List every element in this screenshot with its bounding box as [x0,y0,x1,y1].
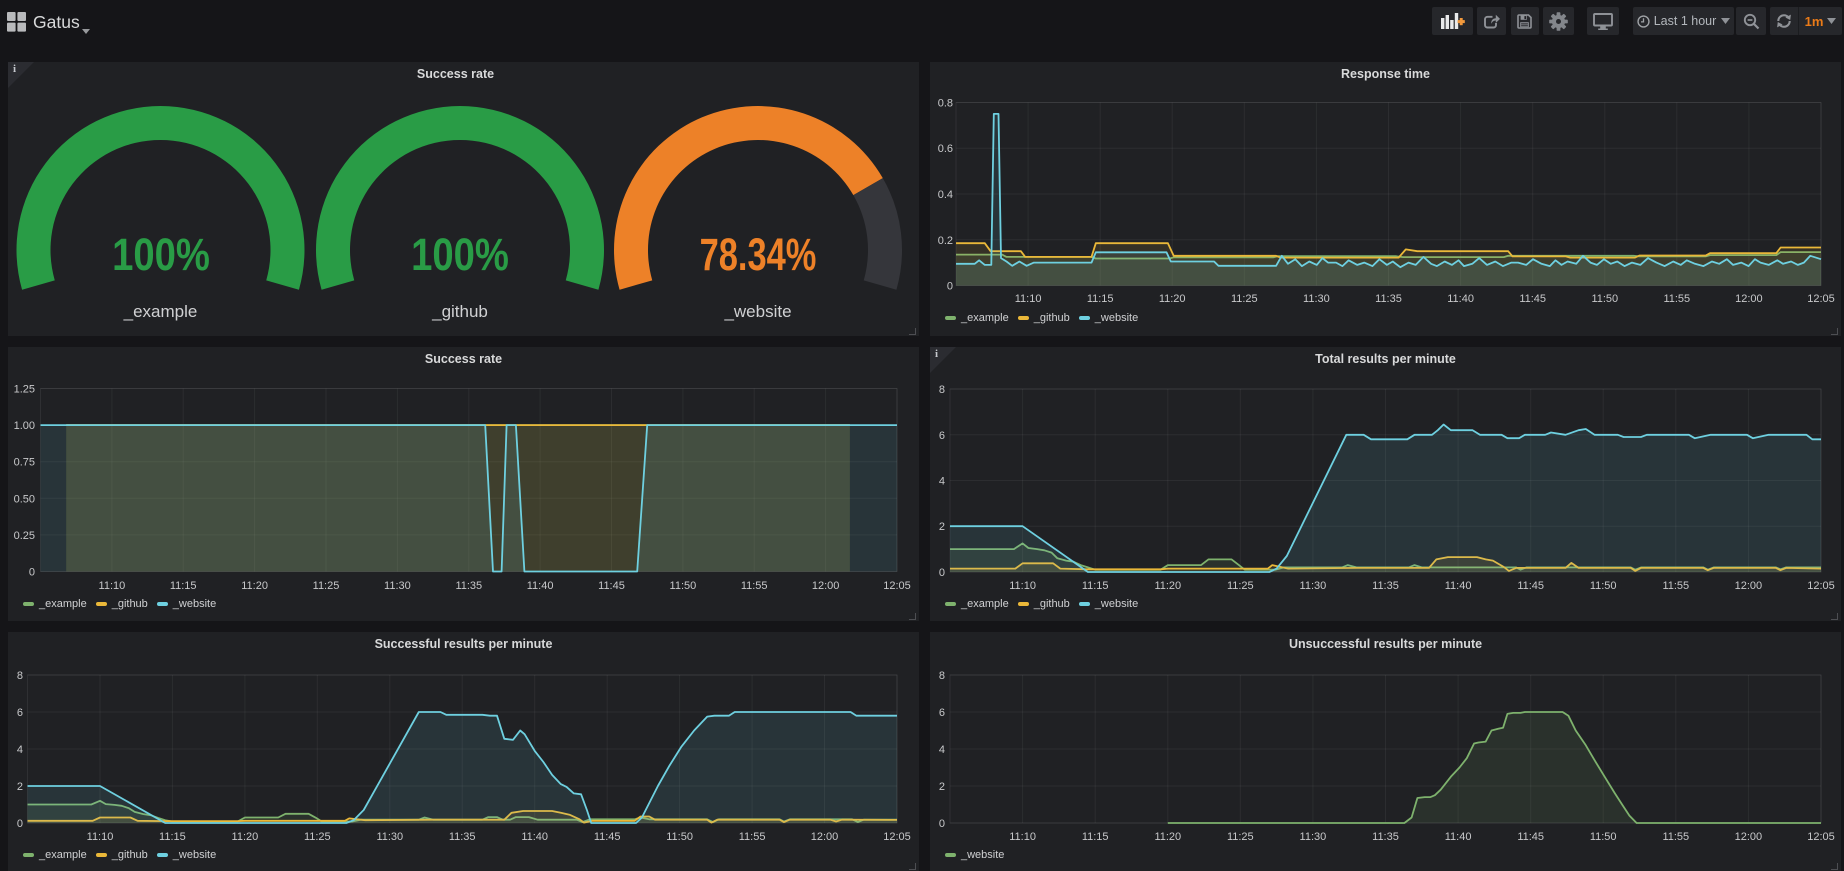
svg-text:12:00: 12:00 [1735,293,1763,305]
svg-text:11:10: 11:10 [1015,293,1042,305]
svg-text:11:30: 11:30 [1303,293,1330,305]
svg-text:11:50: 11:50 [1591,293,1618,305]
svg-text:11:55: 11:55 [741,580,768,592]
svg-text:12:05: 12:05 [883,580,911,592]
svg-text:11:20: 11:20 [1154,580,1181,592]
svg-text:11:55: 11:55 [1662,580,1689,592]
svg-text:11:40: 11:40 [521,831,548,843]
svg-text:11:35: 11:35 [1372,580,1399,592]
svg-text:11:30: 11:30 [1300,580,1327,592]
svg-text:11:10: 11:10 [1009,831,1036,843]
svg-text:11:10: 11:10 [87,831,114,843]
svg-text:11:20: 11:20 [241,580,268,592]
svg-text:11:25: 11:25 [1227,580,1254,592]
svg-text:11:15: 11:15 [1082,831,1109,843]
svg-text:11:25: 11:25 [1227,831,1254,843]
svg-text:11:20: 11:20 [1154,831,1181,843]
svg-text:11:45: 11:45 [598,580,625,592]
svg-text:12:05: 12:05 [1807,293,1835,305]
svg-text:11:10: 11:10 [1009,580,1036,592]
svg-text:0: 0 [17,818,23,830]
svg-text:11:35: 11:35 [1375,293,1402,305]
svg-text:0: 0 [939,818,945,830]
svg-text:12:05: 12:05 [1807,580,1835,592]
svg-text:4: 4 [939,476,945,488]
svg-text:0: 0 [947,281,953,293]
svg-text:11:20: 11:20 [1159,293,1186,305]
svg-text:12:05: 12:05 [1807,831,1835,843]
svg-text:12:00: 12:00 [1735,580,1763,592]
svg-text:11:50: 11:50 [1590,831,1617,843]
svg-text:11:15: 11:15 [1082,580,1109,592]
svg-text:11:40: 11:40 [1445,580,1472,592]
svg-text:11:35: 11:35 [1372,831,1399,843]
svg-text:11:30: 11:30 [376,831,403,843]
svg-text:11:30: 11:30 [1300,831,1327,843]
svg-text:8: 8 [17,670,23,682]
svg-text:11:20: 11:20 [232,831,259,843]
svg-text:11:50: 11:50 [666,831,693,843]
svg-text:11:55: 11:55 [1662,831,1689,843]
svg-text:12:05: 12:05 [883,831,911,843]
svg-text:11:45: 11:45 [1517,831,1544,843]
svg-text:11:15: 11:15 [170,580,197,592]
svg-text:11:35: 11:35 [449,831,476,843]
svg-text:11:50: 11:50 [670,580,697,592]
svg-text:11:25: 11:25 [1231,293,1258,305]
svg-text:6: 6 [17,707,23,719]
svg-text:11:50: 11:50 [1590,580,1617,592]
svg-text:6: 6 [939,430,945,442]
svg-text:0.4: 0.4 [938,189,953,201]
svg-text:11:45: 11:45 [594,831,621,843]
svg-text:11:35: 11:35 [455,580,482,592]
svg-text:0: 0 [939,567,945,579]
svg-text:11:25: 11:25 [304,831,331,843]
svg-text:2: 2 [939,521,945,533]
svg-text:12:00: 12:00 [1735,831,1763,843]
svg-text:6: 6 [939,707,945,719]
svg-text:0.25: 0.25 [14,530,35,542]
svg-text:2: 2 [17,781,23,793]
svg-text:0.50: 0.50 [14,493,35,505]
svg-text:2: 2 [939,781,945,793]
svg-text:11:25: 11:25 [313,580,340,592]
svg-text:11:40: 11:40 [1445,831,1472,843]
svg-text:11:15: 11:15 [159,831,186,843]
svg-text:8: 8 [939,384,945,396]
svg-text:11:30: 11:30 [384,580,411,592]
svg-text:4: 4 [17,744,23,756]
svg-text:11:45: 11:45 [1519,293,1546,305]
svg-text:0: 0 [29,567,35,579]
svg-text:0.6: 0.6 [938,143,953,155]
svg-text:11:40: 11:40 [527,580,554,592]
svg-text:1.00: 1.00 [14,420,35,432]
svg-text:11:15: 11:15 [1087,293,1114,305]
svg-text:4: 4 [939,744,945,756]
svg-text:11:45: 11:45 [1517,580,1544,592]
svg-text:12:00: 12:00 [811,831,839,843]
svg-text:0.75: 0.75 [14,457,35,469]
svg-text:11:55: 11:55 [1663,293,1690,305]
svg-text:0.2: 0.2 [938,235,953,247]
svg-text:1.25: 1.25 [14,384,35,396]
svg-text:11:40: 11:40 [1447,293,1474,305]
svg-text:12:00: 12:00 [812,580,840,592]
svg-text:11:55: 11:55 [739,831,766,843]
svg-text:8: 8 [939,670,945,682]
svg-text:11:10: 11:10 [99,580,126,592]
svg-text:0.8: 0.8 [938,98,953,110]
